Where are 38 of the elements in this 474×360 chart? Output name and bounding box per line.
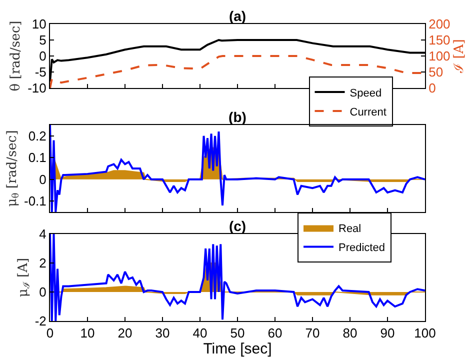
y-tick-label: 4	[39, 226, 46, 242]
y-tick-label: 0	[39, 284, 46, 300]
y2-tick-label: 200	[428, 16, 450, 32]
chart-title: (c)	[228, 218, 246, 234]
y2-tick-label: 50	[428, 64, 444, 80]
y-tick-label: 2	[39, 256, 46, 271]
x-tick-label: 50	[230, 326, 245, 341]
x-tick-label: 40	[192, 326, 208, 341]
y-tick-label: 0.2	[28, 128, 46, 144]
x-tick-label: 30	[155, 326, 170, 341]
chart-title: (a)	[228, 8, 246, 24]
y-tick-label: 5	[39, 32, 46, 48]
chart-title: (b)	[228, 109, 246, 125]
y-tick-label: 10	[32, 16, 46, 32]
y-tick-label: -10	[28, 80, 46, 96]
x-tick-label: 60	[268, 326, 282, 341]
y-tick-label: -2	[34, 314, 46, 329]
y-axis-title: θ [rad/sec]	[8, 20, 24, 92]
x-tick-label: 80	[342, 326, 358, 341]
x-tick-label: 70	[305, 326, 320, 341]
legend-label: Speed	[350, 87, 382, 100]
legend-label: Current	[350, 106, 386, 118]
legend-label: Predicted	[338, 242, 385, 254]
y-tick-label: 0	[39, 172, 46, 187]
legend-label: Real	[338, 223, 362, 236]
x-tick-label: 90	[380, 326, 395, 341]
y-tick-label: 0	[39, 48, 46, 64]
x-tick-label: 100	[414, 326, 436, 341]
x-tick-label: 20	[118, 326, 132, 341]
y2-axis-title: ℐ [A]	[452, 39, 467, 74]
x-tick-label: 10	[80, 326, 95, 341]
y2-tick-label: 100	[428, 48, 450, 64]
y-tick-label: 0.1	[28, 150, 46, 166]
y2-tick-label: 0	[428, 80, 436, 96]
y2-tick-label: 150	[428, 32, 450, 48]
y-tick-label: -5	[34, 64, 46, 80]
y-tick-label: -0.1	[24, 194, 46, 209]
x-axis-title: Time [sec]	[203, 340, 272, 358]
